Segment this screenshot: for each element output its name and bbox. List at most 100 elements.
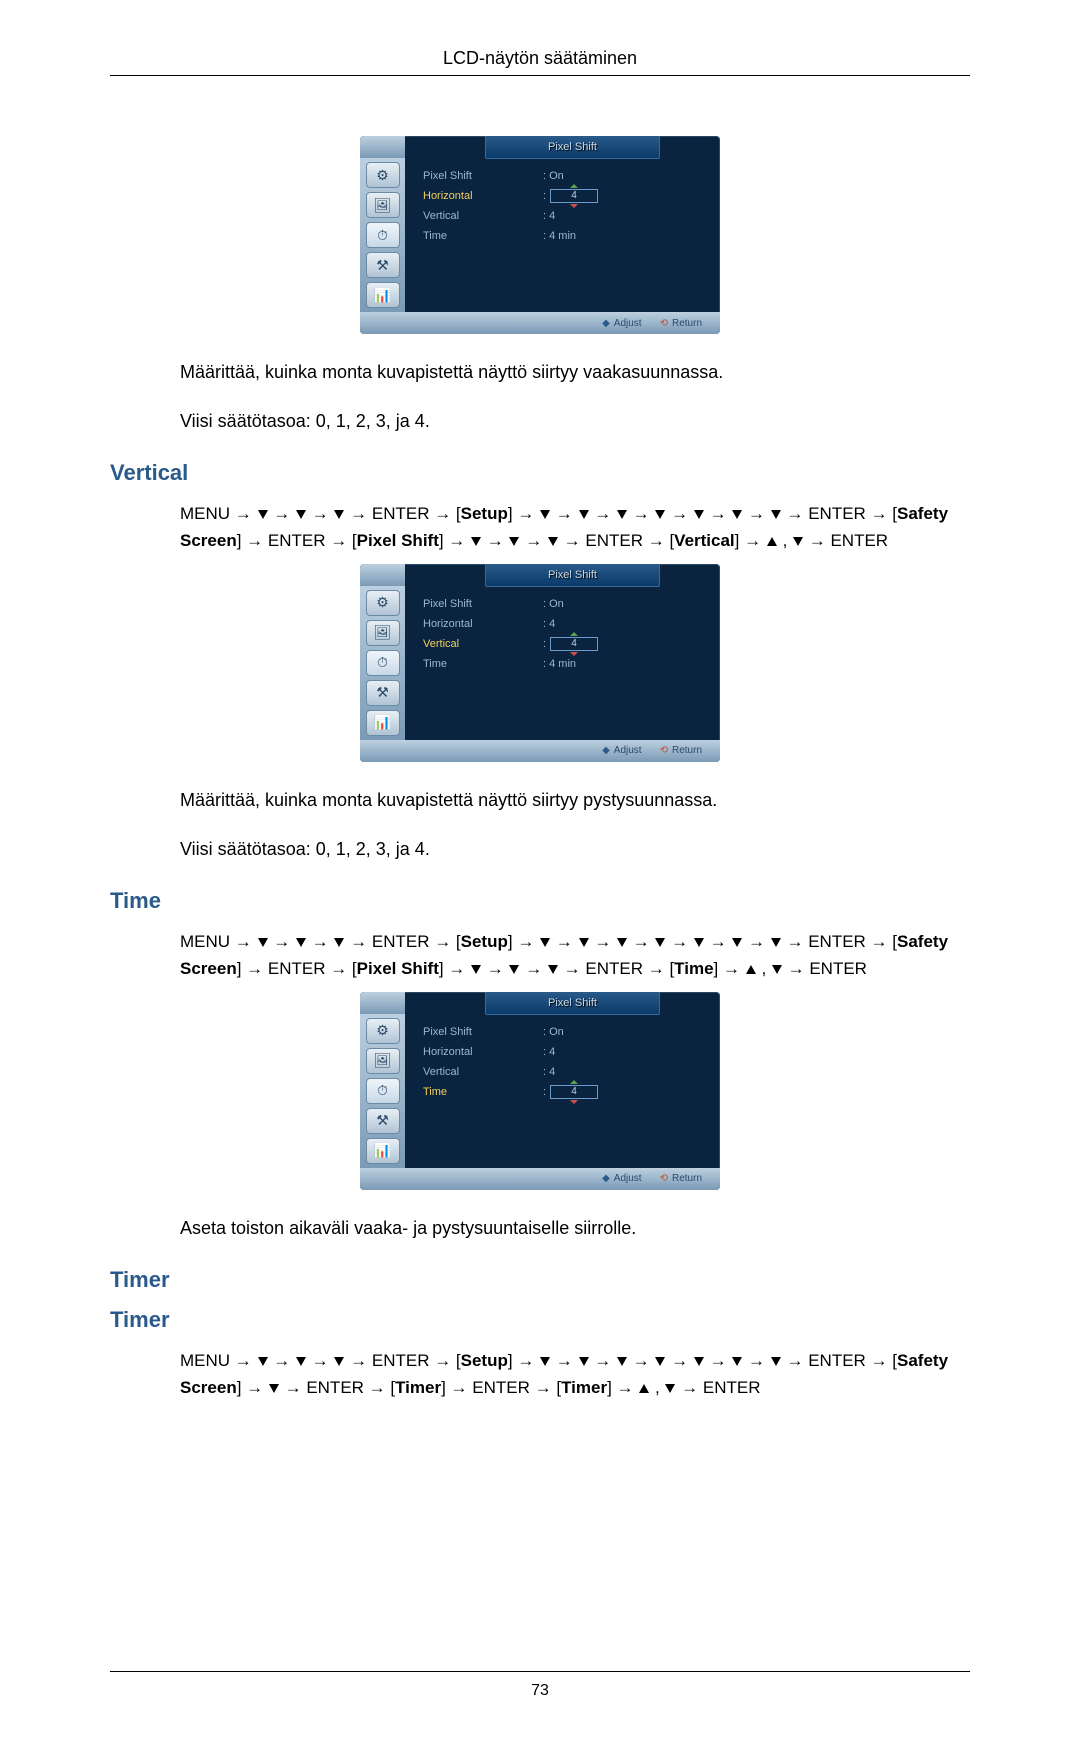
osd-row: Time : 4 bbox=[423, 1082, 708, 1102]
osd-value-prefix: : bbox=[543, 190, 546, 202]
osd-footer: ◆ Adjust ⟲ Return bbox=[360, 312, 720, 334]
osd-value-prefix: : bbox=[543, 1086, 546, 1098]
osd-row: Horizontal : 4 bbox=[423, 1042, 708, 1062]
osd-row-label: Time bbox=[423, 658, 543, 670]
osd-row-value: : On bbox=[543, 1026, 564, 1038]
osd-footer: ◆ Adjust ⟲ Return bbox=[360, 740, 720, 762]
osd-row-label: Vertical bbox=[423, 1066, 543, 1078]
osd-row-label: Pixel Shift bbox=[423, 598, 543, 610]
osd-row: Horizontal : 4 bbox=[423, 614, 708, 634]
osd-sidebar-icon[interactable]: ⚒ bbox=[366, 1108, 400, 1134]
osd-sidebar-icon[interactable]: 🖼 bbox=[366, 620, 400, 646]
osd-row-label: Vertical bbox=[423, 638, 543, 650]
osd-sidebar-icon[interactable]: ⏱ bbox=[366, 222, 400, 248]
vertical-desc-2: Viisi säätötasoa: 0, 1, 2, 3, ja 4. bbox=[180, 835, 970, 864]
osd-header-corner bbox=[360, 564, 405, 586]
osd-value: : 4 bbox=[543, 210, 555, 222]
osd-value: : On bbox=[543, 1026, 564, 1038]
osd-row: Vertical : 4 bbox=[423, 206, 708, 226]
osd-title-tab: Pixel Shift bbox=[485, 136, 660, 159]
osd-sidebar-icon[interactable]: ⚙ bbox=[366, 162, 400, 188]
osd-row-label: Time bbox=[423, 1086, 543, 1098]
osd-menu-vertical: Pixel Shift ⚙ 🖼 ⏱ ⚒ 📊 Pixel Shift : On Horiz… bbox=[360, 564, 720, 762]
osd-value: : 4 bbox=[543, 1046, 555, 1058]
time-desc-1: Aseta toiston aikaväli vaaka- ja pystysu… bbox=[180, 1214, 970, 1243]
osd-row-value: : 4 bbox=[543, 189, 598, 203]
page-header: LCD-näytön säätäminen bbox=[110, 48, 970, 76]
osd-row: Vertical : 4 bbox=[423, 1062, 708, 1082]
osd-title-tab: Pixel Shift bbox=[485, 992, 660, 1015]
nav-path-time: MENU → → → → ENTER → [Setup] → → → → → →… bbox=[180, 928, 970, 982]
osd-content: Pixel Shift : On Horizontal : 4 Vertical… bbox=[405, 1014, 720, 1168]
osd-sidebar-icon[interactable]: 🖼 bbox=[366, 1048, 400, 1074]
osd-row: Horizontal : 4 bbox=[423, 186, 708, 206]
osd-header: Pixel Shift bbox=[360, 136, 720, 158]
osd-value: : On bbox=[543, 170, 564, 182]
osd-sidebar: ⚙ 🖼 ⏱ ⚒ 📊 bbox=[360, 1014, 405, 1168]
horizontal-desc-2: Viisi säätötasoa: 0, 1, 2, 3, ja 4. bbox=[180, 407, 970, 436]
osd-header: Pixel Shift bbox=[360, 564, 720, 586]
osd-sidebar-icon[interactable]: ⏱ bbox=[366, 1078, 400, 1104]
osd-sidebar-icon[interactable]: ⚙ bbox=[366, 1018, 400, 1044]
osd-spinner[interactable]: 4 bbox=[550, 1085, 598, 1099]
osd-content: Pixel Shift : On Horizontal : 4 Vertical… bbox=[405, 158, 720, 312]
osd-row-value: : 4 bbox=[543, 210, 555, 222]
osd-spinner[interactable]: 4 bbox=[550, 189, 598, 203]
osd-value: : 4 min bbox=[543, 658, 576, 670]
osd-sidebar-icon[interactable]: ⚒ bbox=[366, 680, 400, 706]
osd-row: Pixel Shift : On bbox=[423, 166, 708, 186]
osd-title-tab: Pixel Shift bbox=[485, 564, 660, 587]
osd-row-label: Vertical bbox=[423, 210, 543, 222]
osd-row-value: : On bbox=[543, 170, 564, 182]
osd-row: Time : 4 min bbox=[423, 226, 708, 246]
osd-row-value: : 4 bbox=[543, 1046, 555, 1058]
horizontal-desc-1: Määrittää, kuinka monta kuvapistettä näy… bbox=[180, 358, 970, 387]
page-number: 73 bbox=[531, 1682, 549, 1699]
osd-sidebar-icon[interactable]: 📊 bbox=[366, 1138, 400, 1164]
osd-menu-horizontal: Pixel Shift ⚙ 🖼 ⏱ ⚒ 📊 Pixel Shift : On Horiz… bbox=[360, 136, 720, 334]
osd-row-value: : 4 bbox=[543, 618, 555, 630]
nav-path-timer: MENU → → → → ENTER → [Setup] → → → → → →… bbox=[180, 1347, 970, 1401]
osd-row-value: : 4 bbox=[543, 637, 598, 651]
osd-sidebar-icon[interactable]: 📊 bbox=[366, 710, 400, 736]
osd-sidebar: ⚙ 🖼 ⏱ ⚒ 📊 bbox=[360, 586, 405, 740]
osd-row: Pixel Shift : On bbox=[423, 1022, 708, 1042]
osd-row-label: Horizontal bbox=[423, 190, 543, 202]
osd-footer: ◆ Adjust ⟲ Return bbox=[360, 1168, 720, 1190]
osd-row-label: Horizontal bbox=[423, 1046, 543, 1058]
osd-value-prefix: : bbox=[543, 638, 546, 650]
osd-content: Pixel Shift : On Horizontal : 4 Vertical… bbox=[405, 586, 720, 740]
heading-time: Time bbox=[110, 888, 970, 914]
osd-row-label: Time bbox=[423, 230, 543, 242]
page-footer: 73 bbox=[110, 1671, 970, 1700]
osd-row: Vertical : 4 bbox=[423, 634, 708, 654]
osd-row-label: Pixel Shift bbox=[423, 1026, 543, 1038]
osd-sidebar-icon[interactable]: ⚒ bbox=[366, 252, 400, 278]
osd-adjust-hint: ◆ Adjust bbox=[602, 745, 642, 756]
osd-row: Time : 4 min bbox=[423, 654, 708, 674]
osd-sidebar-icon[interactable]: ⏱ bbox=[366, 650, 400, 676]
osd-row: Pixel Shift : On bbox=[423, 594, 708, 614]
osd-row-label: Pixel Shift bbox=[423, 170, 543, 182]
osd-sidebar-icon[interactable]: ⚙ bbox=[366, 590, 400, 616]
nav-path-vertical: MENU → → → → ENTER → [Setup] → → → → → →… bbox=[180, 500, 970, 554]
osd-row-label: Horizontal bbox=[423, 618, 543, 630]
osd-adjust-hint: ◆ Adjust bbox=[602, 1173, 642, 1184]
osd-menu-time: Pixel Shift ⚙ 🖼 ⏱ ⚒ 📊 Pixel Shift : On Horiz… bbox=[360, 992, 720, 1190]
osd-spinner[interactable]: 4 bbox=[550, 637, 598, 651]
osd-row-value: : 4 min bbox=[543, 658, 576, 670]
osd-header: Pixel Shift bbox=[360, 992, 720, 1014]
osd-body: ⚙ 🖼 ⏱ ⚒ 📊 Pixel Shift : On Horizontal : 4 Ve… bbox=[360, 1014, 720, 1168]
osd-return-hint: ⟲ Return bbox=[660, 1173, 702, 1184]
osd-sidebar-icon[interactable]: 📊 bbox=[366, 282, 400, 308]
osd-header-corner bbox=[360, 136, 405, 158]
vertical-desc-1: Määrittää, kuinka monta kuvapistettä näy… bbox=[180, 786, 970, 815]
osd-value: : 4 min bbox=[543, 230, 576, 242]
osd-body: ⚙ 🖼 ⏱ ⚒ 📊 Pixel Shift : On Horizontal : 4 Ve… bbox=[360, 158, 720, 312]
osd-row-value: : On bbox=[543, 598, 564, 610]
osd-row-value: : 4 min bbox=[543, 230, 576, 242]
osd-header-corner bbox=[360, 992, 405, 1014]
osd-sidebar: ⚙ 🖼 ⏱ ⚒ 📊 bbox=[360, 158, 405, 312]
osd-sidebar-icon[interactable]: 🖼 bbox=[366, 192, 400, 218]
heading-vertical: Vertical bbox=[110, 460, 970, 486]
